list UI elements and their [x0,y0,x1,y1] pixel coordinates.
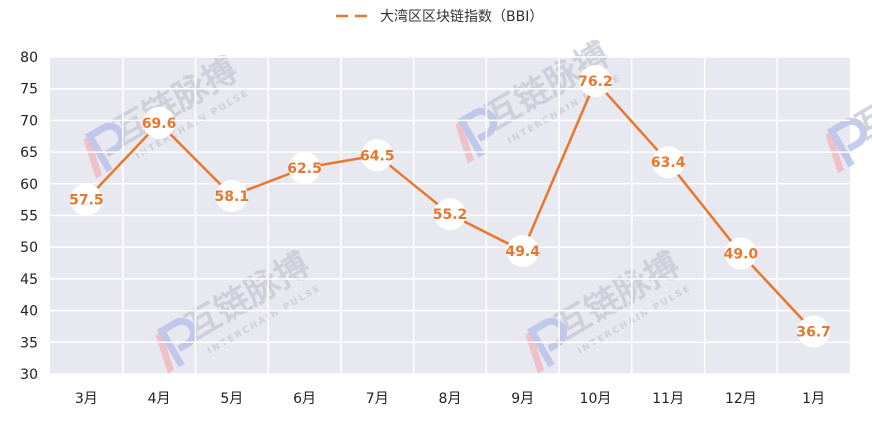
y-tick-label: 35 [20,335,38,351]
data-label: 62.5 [287,161,322,177]
data-label: 57.5 [69,193,104,209]
x-tick-label: 12月 [725,391,757,407]
data-label: 76.2 [578,74,613,90]
y-tick-label: 55 [20,209,38,225]
data-point-marker [797,315,830,348]
x-tick-label: 6月 [293,391,316,407]
ip-logo-bar [455,121,475,164]
data-point-marker [70,183,103,216]
x-tick-label: 8月 [439,391,462,407]
data-label: 49.4 [505,244,540,260]
y-axis: 30 35 40 45 50 55 60 65 70 75 80 [20,50,38,383]
grid-lines [50,56,850,375]
data-point-marker [652,146,685,179]
watermark-text: 互链脉搏 [849,45,872,148]
y-tick-label: 80 [20,50,38,66]
ip-logo-p [456,107,497,158]
data-point-marker [361,139,394,172]
data-point-marker [143,106,176,139]
y-tick-label: 30 [20,367,38,383]
y-tick-label: 50 [20,240,38,256]
x-axis: 3月 4月 5月 6月 7月 8月 9月 10月 11月 12月 1月 [75,391,825,407]
data-point-marker [724,237,757,270]
data-label: 63.4 [651,155,686,171]
x-tick-label: 7月 [366,391,389,407]
y-tick-label: 60 [20,177,38,193]
data-label: 69.6 [142,116,177,132]
data-point-marker [434,198,466,231]
x-tick-label: 10月 [580,391,612,407]
data-labels: 57.5 69.6 58.1 62.5 64.5 55.2 49.4 76.2 63.4 49.0… [69,74,831,340]
ip-logo-p [826,117,867,168]
y-tick-label: 45 [20,272,38,288]
ip-logo-bar [83,136,103,179]
y-tick-label: 65 [20,145,38,161]
x-tick-label: 5月 [220,391,243,407]
data-label: 55.2 [433,207,468,223]
legend-label: 大湾区区块链指数（BBI） [380,8,543,25]
data-point-marker [288,151,321,184]
x-tick-label: 9月 [511,391,534,407]
data-point-marker [215,179,248,212]
y-tick-label: 75 [20,82,38,98]
ip-logo-icon [455,107,497,164]
data-label: 58.1 [215,189,250,205]
x-tick-label: 11月 [652,391,684,407]
series-markers [70,65,830,348]
x-tick-label: 4月 [148,391,171,407]
ip-logo-p [84,122,125,173]
ip-logo-icon [83,122,125,179]
legend: 大湾区区块链指数（BBI） [336,8,543,25]
y-tick-label: 70 [20,113,38,129]
data-point-marker [579,65,612,98]
data-label: 49.0 [724,247,759,263]
y-tick-label: 40 [20,304,38,320]
x-tick-label: 3月 [75,391,98,407]
data-label: 64.5 [360,148,395,164]
x-tick-label: 1月 [802,391,825,407]
data-label: 36.7 [796,325,831,341]
data-point-marker [506,235,539,268]
